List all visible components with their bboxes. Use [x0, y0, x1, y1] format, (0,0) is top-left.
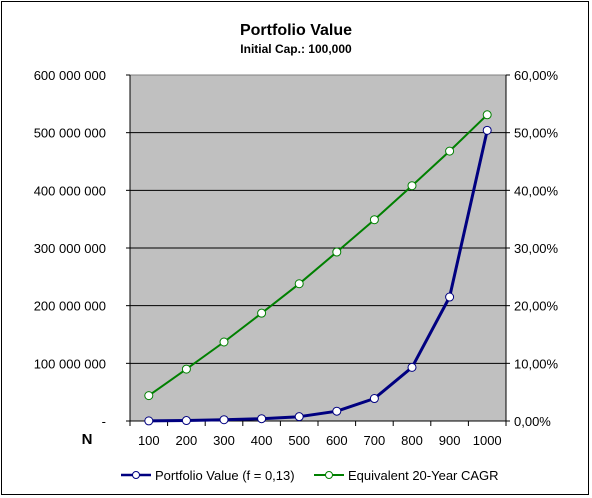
x-tick-label: 200 [176, 433, 198, 448]
data-point [294, 279, 304, 289]
data-point [445, 146, 455, 156]
left-tick-label: 500 000 000 [34, 126, 106, 141]
right-tick-label: 40,00% [514, 183, 559, 198]
left-tick-label: 400 000 000 [34, 183, 106, 198]
data-point [219, 337, 229, 347]
left-y-axis: - 100 000 000 200 000 000 300 000 000 400 00… [34, 68, 131, 429]
x-axis-label: N [82, 431, 93, 448]
data-point [144, 391, 154, 401]
series-cagr [144, 110, 492, 401]
data-point [257, 308, 267, 318]
legend-item-portfolio-value: Portfolio Value (f = 0,13) [121, 468, 295, 483]
legend: Portfolio Value (f = 0,13) Equivalent 20… [121, 468, 499, 483]
left-tick-label: - [102, 414, 106, 429]
right-tick-label: 20,00% [514, 299, 559, 314]
right-tick-label: 10,00% [514, 356, 559, 371]
series-line [148, 114, 488, 397]
chart-subtitle: Initial Cap.: 100,000 [240, 42, 352, 56]
data-point [407, 181, 417, 191]
data-point [219, 415, 229, 425]
right-tick-label: 60,00% [514, 68, 559, 83]
left-tick-label: 600 000 000 [34, 68, 106, 83]
series-layer [144, 110, 492, 426]
data-point [257, 414, 267, 424]
data-point [144, 416, 154, 426]
data-point [181, 416, 191, 426]
left-tick-label: 100 000 000 [34, 356, 106, 371]
series-portfolio-value [144, 125, 492, 426]
x-tick-label: 400 [251, 433, 273, 448]
data-point [407, 362, 417, 372]
left-tick-label: 200 000 000 [34, 299, 106, 314]
right-tick-label: 0,00% [514, 414, 551, 429]
data-point [482, 110, 492, 120]
x-tick-label: 700 [364, 433, 386, 448]
data-point [332, 406, 342, 416]
grid-lines [130, 132, 506, 364]
right-y-axis: 0,00% 10,00% 20,00% 30,00% 40,00% 50,00% 60,00… [505, 68, 559, 429]
chart-title: Portfolio Value [240, 22, 352, 39]
x-tick-label: 1000 [473, 433, 502, 448]
data-point [369, 394, 379, 404]
x-tick-label: 300 [213, 433, 235, 448]
data-point [332, 247, 342, 257]
data-point [181, 364, 191, 374]
left-tick-label: 300 000 000 [34, 241, 106, 256]
x-tick-label: 800 [401, 433, 423, 448]
data-point [294, 412, 304, 422]
legend-item-cagr: Equivalent 20-Year CAGR [314, 468, 499, 483]
x-tick-label: 900 [439, 433, 461, 448]
data-point [445, 292, 455, 302]
data-point [482, 125, 492, 135]
right-tick-label: 50,00% [514, 126, 559, 141]
legend-label-portfolio-value: Portfolio Value (f = 0,13) [155, 468, 295, 483]
data-point [369, 215, 379, 225]
legend-label-cagr: Equivalent 20-Year CAGR [348, 468, 499, 483]
x-tick-label: 500 [288, 433, 310, 448]
series-line [148, 130, 489, 423]
x-axis: 100 200 300 400 500 600 700 800 900 1000 [129, 420, 507, 448]
right-tick-label: 30,00% [514, 241, 559, 256]
legend-marker-portfolio-value [132, 471, 140, 479]
x-tick-label: 600 [326, 433, 348, 448]
x-tick-label: 100 [138, 433, 160, 448]
legend-marker-cagr [325, 471, 333, 479]
